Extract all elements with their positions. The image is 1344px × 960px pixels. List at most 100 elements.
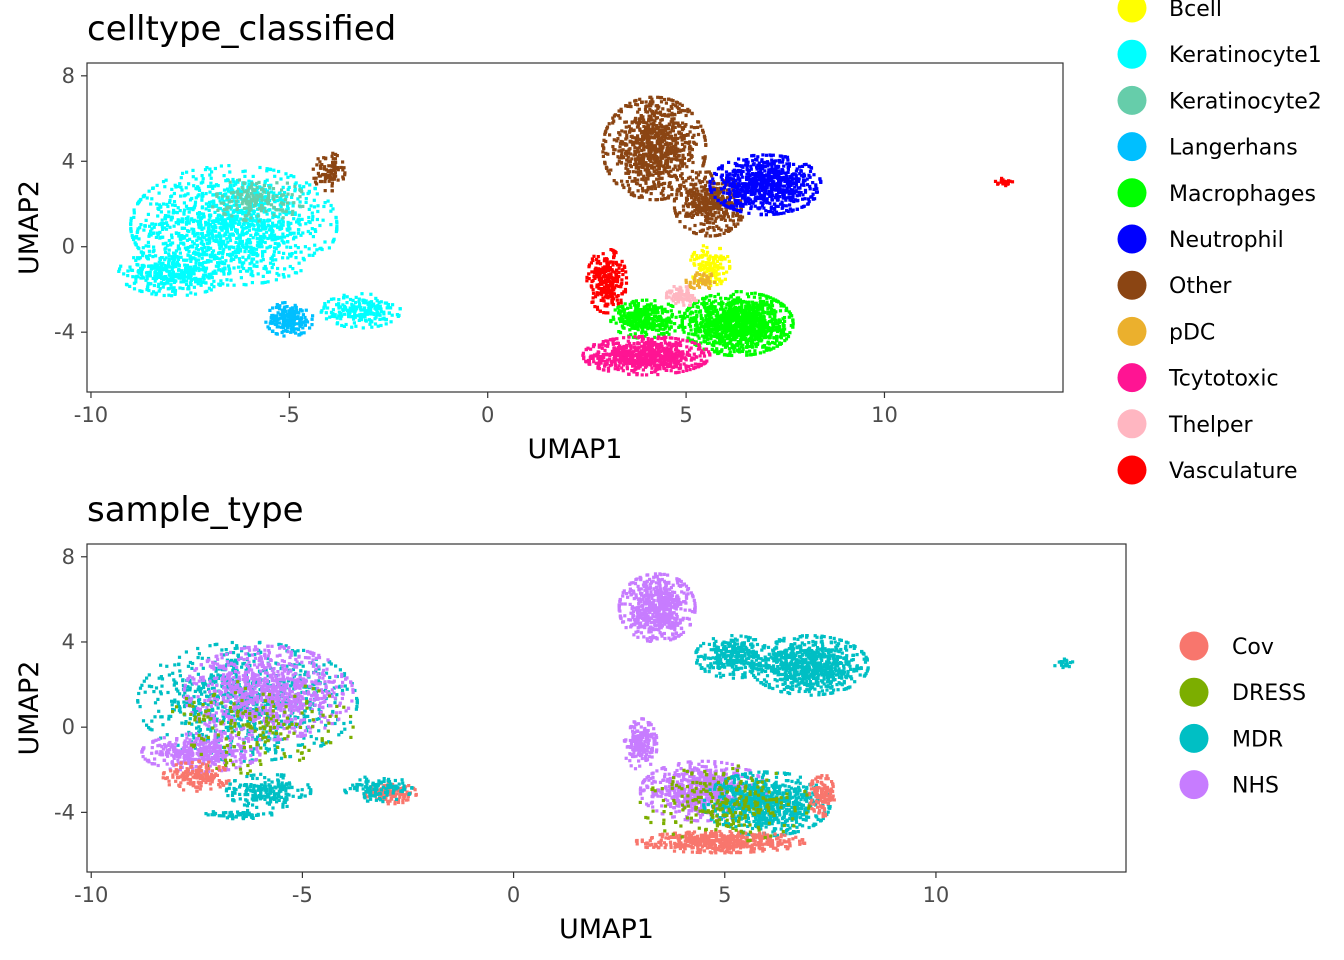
data-point — [148, 224, 152, 228]
data-point — [777, 190, 781, 194]
data-point — [660, 197, 664, 201]
data-point — [216, 261, 220, 265]
data-point — [740, 185, 744, 190]
data-point — [207, 286, 211, 290]
data-point — [215, 256, 219, 260]
data-point — [274, 322, 278, 326]
data-point — [165, 279, 169, 283]
data-point — [272, 253, 276, 257]
data-point — [134, 258, 138, 262]
data-point — [797, 179, 801, 183]
data-point — [746, 160, 750, 164]
data-point — [256, 197, 260, 201]
data-point — [700, 195, 704, 199]
data-point — [188, 266, 192, 270]
chart-title: celltype_classified — [87, 9, 396, 49]
data-point — [798, 165, 802, 169]
data-point — [168, 200, 172, 205]
data-point — [613, 250, 617, 254]
data-point — [219, 201, 223, 205]
data-point — [726, 183, 730, 187]
data-point — [275, 208, 279, 212]
data-point — [632, 128, 636, 132]
data-point — [644, 161, 648, 165]
data-point — [611, 116, 615, 120]
data-point — [159, 204, 163, 209]
data-point — [744, 202, 748, 206]
data-point — [677, 164, 681, 168]
data-point — [300, 322, 304, 327]
data-point — [702, 161, 706, 165]
data-point — [619, 298, 623, 302]
data-point — [227, 264, 231, 268]
data-point — [611, 248, 615, 252]
data-point — [315, 248, 319, 252]
data-point — [696, 212, 700, 217]
data-point — [240, 225, 244, 229]
data-point — [601, 150, 605, 154]
data-point — [633, 158, 638, 162]
data-point — [160, 262, 164, 266]
data-point — [155, 202, 159, 206]
data-point — [668, 142, 672, 146]
data-point — [313, 228, 317, 232]
data-point — [648, 164, 652, 168]
data-point — [201, 250, 205, 254]
data-point — [322, 204, 326, 209]
data-point — [330, 189, 334, 193]
data-point — [732, 350, 736, 354]
data-point — [379, 300, 383, 304]
data-point — [612, 255, 616, 259]
data-point — [169, 218, 173, 222]
data-point — [150, 222, 155, 226]
data-point — [274, 278, 278, 282]
data-point — [297, 261, 301, 265]
data-point — [247, 212, 251, 216]
data-point — [289, 330, 293, 334]
data-point — [330, 181, 334, 185]
data-point — [326, 169, 331, 173]
data-point — [667, 122, 671, 126]
data-point — [656, 147, 660, 151]
data-point — [633, 99, 637, 103]
data-point — [170, 268, 174, 272]
data-point — [231, 233, 235, 237]
data-point — [752, 179, 756, 183]
data-point — [284, 314, 288, 318]
data-point — [218, 257, 222, 261]
data-point — [703, 157, 707, 161]
data-point — [780, 206, 784, 210]
data-point — [219, 222, 223, 226]
data-point — [339, 317, 343, 321]
data-point — [664, 136, 668, 140]
data-point — [244, 258, 248, 262]
data-point — [136, 245, 140, 249]
data-point — [622, 185, 626, 190]
data-point — [276, 311, 280, 315]
data-point — [775, 198, 779, 202]
data-point — [602, 147, 606, 151]
data-point — [590, 300, 594, 304]
data-point — [682, 330, 686, 334]
data-point — [770, 158, 774, 162]
data-point — [750, 178, 754, 182]
data-point — [611, 151, 616, 156]
data-point — [283, 305, 287, 309]
data-point — [647, 138, 651, 142]
data-point — [746, 200, 751, 204]
data-point — [679, 148, 684, 152]
data-point — [377, 306, 381, 311]
data-point — [353, 314, 357, 318]
data-point — [278, 312, 282, 316]
data-point — [245, 214, 249, 218]
data-point — [314, 176, 318, 180]
data-point — [218, 207, 223, 211]
data-point — [605, 127, 609, 131]
data-point — [632, 193, 636, 197]
data-point — [386, 303, 390, 307]
data-point — [345, 295, 349, 299]
data-point — [290, 312, 294, 316]
data-point — [753, 197, 757, 201]
data-point — [302, 331, 306, 335]
data-point — [280, 188, 284, 192]
